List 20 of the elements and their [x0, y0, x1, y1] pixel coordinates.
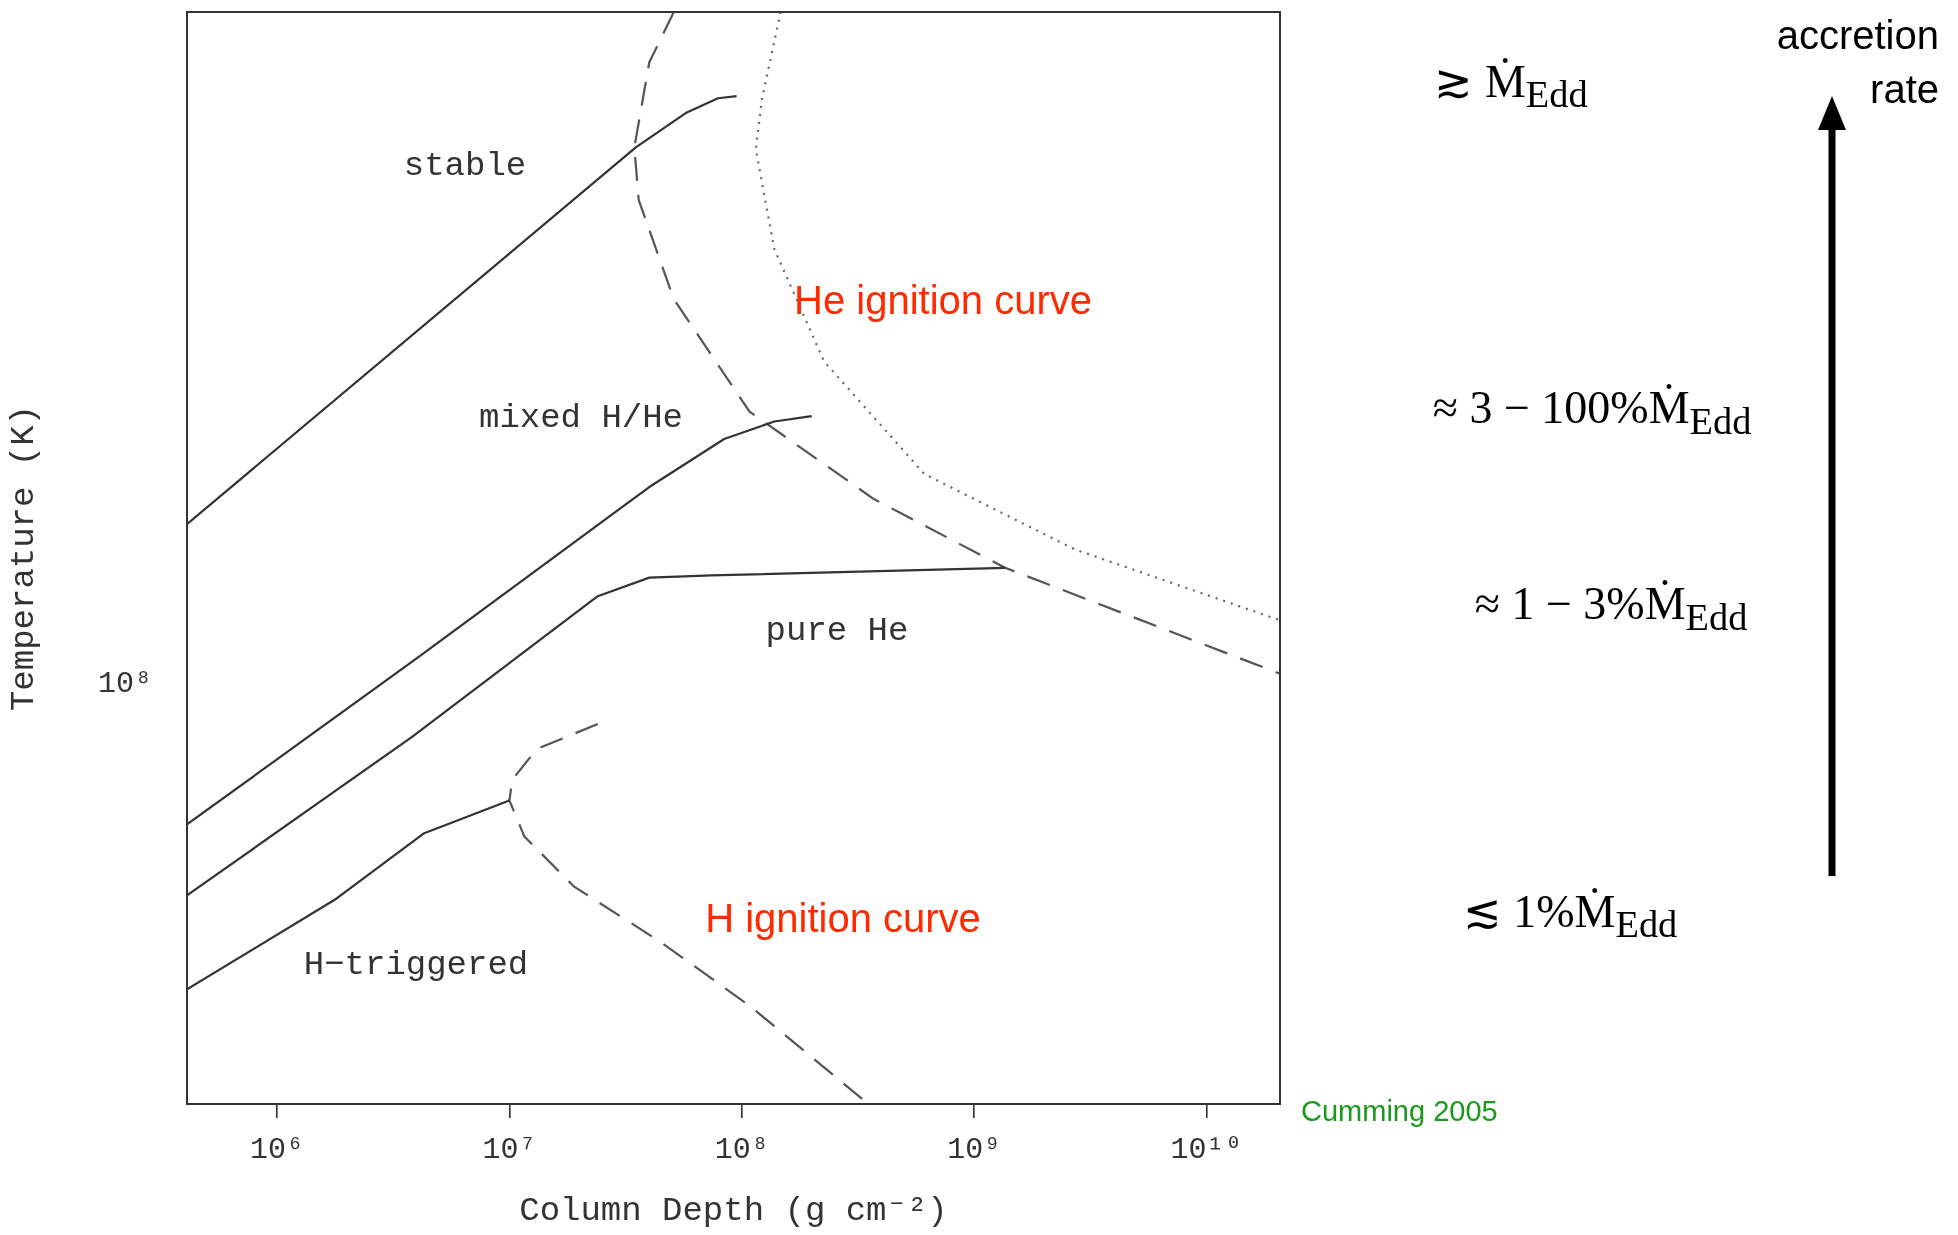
text: accretion rate — [1775, 12, 1939, 113]
text: ≈ 3 − 100%Ṁ$_{Edd}$ — [1432, 381, 1752, 443]
text: ≲ 1%Ṁ$_{Edd}$ — [1462, 884, 1678, 947]
annotation: pure He — [765, 612, 909, 650]
x-axis-title: Column Depth (g cm⁻²) — [519, 1191, 948, 1230]
x-tick-label: 10⁶ — [249, 1132, 304, 1167]
annotation: stable — [403, 147, 527, 185]
annotation: He ignition curve — [794, 277, 1092, 323]
x-tick-label: 10⁸ — [714, 1132, 769, 1167]
y-axis-title: Temperature (K) — [5, 404, 44, 712]
text: ≳ Ṁ$_{Edd}$ — [1434, 54, 1588, 117]
annotation: H−triggered — [303, 946, 529, 984]
annotation: H ignition curve — [705, 895, 981, 941]
annotation: mixed H/He — [478, 399, 684, 437]
x-tick-label: 10⁷ — [482, 1132, 537, 1167]
text: 10⁸ — [97, 667, 153, 701]
text: Cumming 2005 — [1301, 1094, 1498, 1128]
text: ≈ 1 − 3%Ṁ$_{Edd}$ — [1474, 577, 1748, 639]
x-tick-label: 10⁹ — [947, 1132, 1002, 1167]
x-tick-label: 10¹⁰ — [1170, 1132, 1243, 1167]
